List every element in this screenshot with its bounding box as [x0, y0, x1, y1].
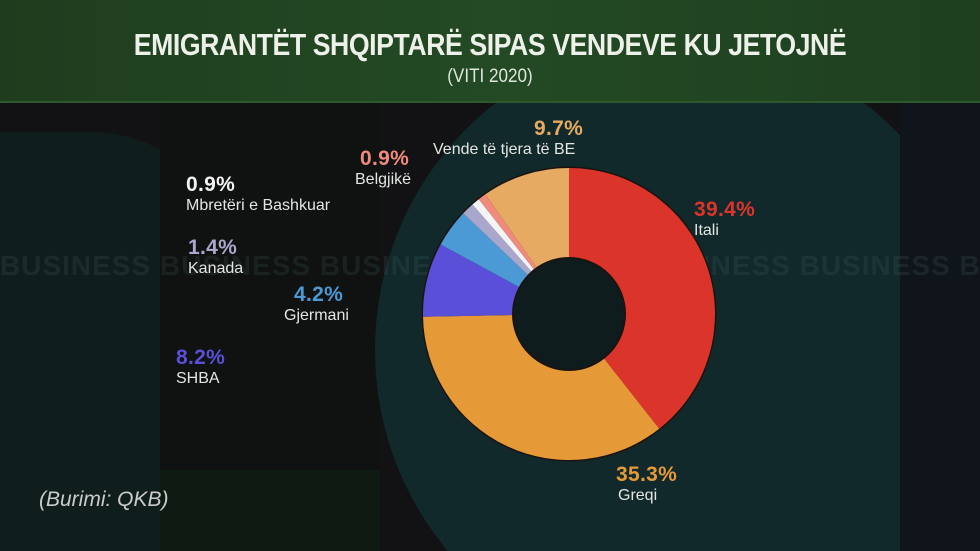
label-germany-pct: 4.2%: [294, 283, 344, 306]
background-right-band: [900, 103, 980, 551]
label-usa-pct: 8.2%: [176, 346, 226, 369]
label-usa: 8.2% SHBA: [176, 347, 225, 387]
donut-slice-uk: [472, 199, 535, 272]
donut-slice-greece: [423, 315, 660, 461]
source-note: (Burimi: QKB): [39, 488, 169, 511]
label-canada-pct: 1.4%: [188, 236, 238, 259]
chart-subtitle: (VITI 2020): [447, 66, 533, 87]
label-italy-pct: 39.4%: [694, 198, 756, 221]
donut-slice-italy: [569, 168, 715, 429]
label-germany: 4.2% Gjermani: [284, 284, 349, 324]
chart-title: EMIGRANTËT SHQIPTARË SIPAS VENDEVE KU JE…: [133, 27, 847, 62]
label-other-eu-name: Vende të tjera të BE: [433, 141, 576, 158]
donut-hole: [512, 257, 626, 371]
label-greece: 35.3% Greqi: [616, 464, 677, 504]
label-other-eu-pct: 9.7%: [534, 117, 584, 140]
label-canada-name: Kanada: [188, 260, 244, 277]
label-belgium: 0.9% Belgjikë: [355, 148, 411, 188]
label-uk-pct: 0.9%: [186, 173, 236, 196]
header-banner: EMIGRANTËT SHQIPTARË SIPAS VENDEVE KU JE…: [0, 0, 980, 103]
label-greece-name: Greqi: [618, 487, 658, 504]
label-belgium-pct: 0.9%: [360, 147, 410, 170]
label-canada: 1.4% Kanada: [188, 237, 243, 277]
label-usa-name: SHBA: [176, 370, 220, 387]
donut-slice-canada: [463, 204, 532, 276]
label-greece-pct: 35.3%: [616, 463, 678, 486]
label-other-eu: 9.7% Vende të tjera të BE: [433, 118, 583, 158]
donut-slice-germany: [440, 213, 529, 288]
donut-slice-belgium: [478, 194, 537, 270]
donut-slice-other_eu: [485, 168, 569, 269]
label-belgium-name: Belgjikë: [355, 171, 412, 188]
label-uk: 0.9% Mbretëri e Bashkuar: [186, 174, 330, 214]
label-uk-name: Mbretëri e Bashkuar: [186, 197, 331, 214]
label-italy-name: Itali: [694, 222, 719, 239]
label-germany-name: Gjermani: [284, 307, 349, 324]
label-italy: 39.4% Itali: [694, 199, 755, 239]
donut-slice-usa: [423, 244, 520, 317]
background-panel-bottom: [160, 470, 380, 551]
